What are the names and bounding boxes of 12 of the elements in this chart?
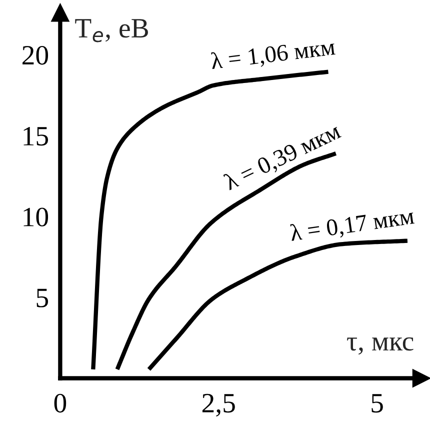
y-tick-label: 20 [22, 46, 48, 65]
text: λ = 0,17 мкм [289, 206, 416, 244]
x-tick-label: 5 [372, 394, 383, 413]
y-tick-label: 5 [36, 288, 48, 308]
y-tick-label: 10 [24, 208, 48, 226]
x-tick-label: 2,5 [202, 394, 235, 417]
x-tick-label: 0 [54, 394, 66, 413]
y-axis-title: T$_{e}$, eB [75, 19, 148, 42]
text: λ = 1,06 мкм [210, 38, 336, 73]
x-axis-title: τ, мкс [347, 337, 414, 355]
y-tick-label: 15 [24, 126, 48, 146]
text: λ = 0,39 мкм [222, 122, 344, 194]
